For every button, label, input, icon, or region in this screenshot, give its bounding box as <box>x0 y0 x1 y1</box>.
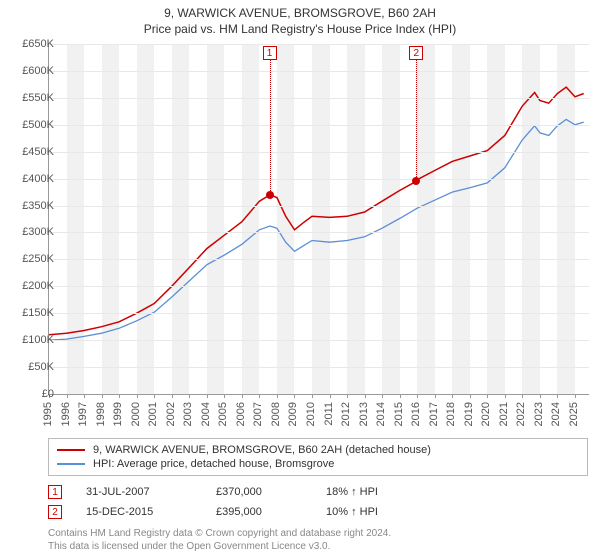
x-axis-label: 2015 <box>393 402 405 426</box>
x-axis-label: 2010 <box>305 402 317 426</box>
x-axis-label: 2020 <box>480 402 492 426</box>
legend-swatch <box>57 449 85 451</box>
x-axis-label: 2014 <box>375 402 387 426</box>
y-axis-label: £250K <box>8 253 54 265</box>
legend-swatch <box>57 463 85 465</box>
x-axis-label: 1999 <box>112 402 124 426</box>
x-axis-label: 2012 <box>340 402 352 426</box>
plot-area: 12 <box>48 44 589 395</box>
x-axis-label: 2018 <box>445 402 457 426</box>
x-axis-label: 2019 <box>463 402 475 426</box>
x-axis-label: 2004 <box>200 402 212 426</box>
y-axis-label: £200K <box>8 280 54 292</box>
y-axis-label: £350K <box>8 200 54 212</box>
y-axis-label: £600K <box>8 65 54 77</box>
event-row: 1 31-JUL-2007 £370,000 18% ↑ HPI <box>48 482 588 502</box>
y-axis-label: £500K <box>8 119 54 131</box>
y-axis-label: £400K <box>8 173 54 185</box>
sale-marker-icon: 1 <box>263 46 277 60</box>
event-date: 31-JUL-2007 <box>86 486 216 498</box>
y-axis-label: £0 <box>8 388 54 400</box>
x-axis-label: 2007 <box>252 402 264 426</box>
x-axis-label: 2011 <box>323 402 335 426</box>
sale-dot-icon <box>412 177 420 185</box>
event-price: £395,000 <box>216 506 326 518</box>
x-axis-label: 2025 <box>568 402 580 426</box>
event-row: 2 15-DEC-2015 £395,000 10% ↑ HPI <box>48 502 588 522</box>
x-axis-label: 2003 <box>182 402 194 426</box>
x-axis-label: 2005 <box>217 402 229 426</box>
event-date: 15-DEC-2015 <box>86 506 216 518</box>
sale-dot-icon <box>266 191 274 199</box>
x-axis-label: 2017 <box>428 402 440 426</box>
x-axis-label: 2006 <box>235 402 247 426</box>
y-axis-label: £550K <box>8 92 54 104</box>
x-axis-label: 2001 <box>147 402 159 426</box>
x-axis-label: 2016 <box>410 402 422 426</box>
legend: 9, WARWICK AVENUE, BROMSGROVE, B60 2AH (… <box>48 438 588 476</box>
line-series <box>49 44 589 394</box>
chart-title: 9, WARWICK AVENUE, BROMSGROVE, B60 2AH <box>0 0 600 20</box>
chart-subtitle: Price paid vs. HM Land Registry's House … <box>0 20 600 40</box>
x-axis-label: 1997 <box>77 402 89 426</box>
sale-marker-icon: 2 <box>409 46 423 60</box>
event-price: £370,000 <box>216 486 326 498</box>
y-axis-label: £150K <box>8 307 54 319</box>
footnote-line: This data is licensed under the Open Gov… <box>48 541 588 554</box>
y-axis-label: £100K <box>8 334 54 346</box>
event-marker-icon: 2 <box>48 505 62 519</box>
event-delta: 10% ↑ HPI <box>326 506 436 518</box>
x-axis-label: 1998 <box>95 402 107 426</box>
x-axis-label: 2021 <box>498 402 510 426</box>
x-axis-label: 2013 <box>358 402 370 426</box>
x-axis-label: 2002 <box>165 402 177 426</box>
x-axis-label: 2000 <box>130 402 142 426</box>
event-marker-icon: 1 <box>48 485 62 499</box>
y-axis-label: £650K <box>8 38 54 50</box>
footnote: Contains HM Land Registry data © Crown c… <box>48 528 588 553</box>
chart-container: 9, WARWICK AVENUE, BROMSGROVE, B60 2AH P… <box>0 0 600 560</box>
y-axis-label: £50K <box>8 361 54 373</box>
event-delta: 18% ↑ HPI <box>326 486 436 498</box>
legend-label: 9, WARWICK AVENUE, BROMSGROVE, B60 2AH (… <box>93 444 431 456</box>
y-axis-label: £450K <box>8 146 54 158</box>
sale-events: 1 31-JUL-2007 £370,000 18% ↑ HPI 2 15-DE… <box>48 482 588 522</box>
x-axis-label: 2024 <box>550 402 562 426</box>
legend-label: HPI: Average price, detached house, Brom… <box>93 458 334 470</box>
x-axis-label: 2008 <box>270 402 282 426</box>
legend-item: HPI: Average price, detached house, Brom… <box>57 457 579 471</box>
x-axis-label: 1995 <box>42 402 54 426</box>
legend-item: 9, WARWICK AVENUE, BROMSGROVE, B60 2AH (… <box>57 443 579 457</box>
x-axis-label: 1996 <box>60 402 72 426</box>
y-axis-label: £300K <box>8 226 54 238</box>
x-axis-label: 2022 <box>515 402 527 426</box>
x-axis-label: 2009 <box>287 402 299 426</box>
footnote-line: Contains HM Land Registry data © Crown c… <box>48 528 588 541</box>
x-axis-label: 2023 <box>533 402 545 426</box>
